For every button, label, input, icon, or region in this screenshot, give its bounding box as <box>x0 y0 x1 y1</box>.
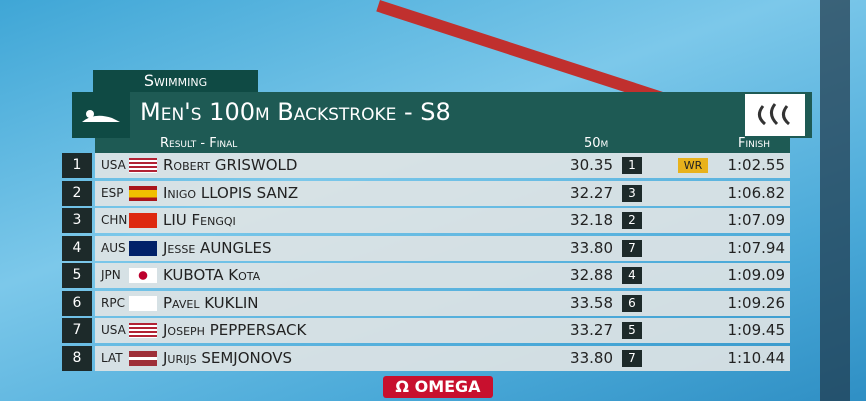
finish-time: 1:06.82 <box>727 183 785 202</box>
split-rank: 1 <box>622 157 642 174</box>
split-time: 32.27 <box>570 183 613 202</box>
split-rank: 7 <box>622 349 642 367</box>
split-time: 33.27 <box>570 321 613 339</box>
flag <box>129 185 157 201</box>
athlete-name: Robert GRISWOLD <box>163 156 298 174</box>
athlete-name: Jurijs SEMJONOVS <box>163 348 293 367</box>
rank: 2 <box>62 180 92 206</box>
flag <box>129 350 157 366</box>
lane-rope <box>376 0 666 105</box>
athlete-name: Jesse AUNGLES <box>163 238 272 257</box>
result-row: JPN KUBOTA Kota 32.88 4 1:09.09 <box>95 263 790 288</box>
rank: 4 <box>62 235 92 261</box>
finish-time: 1:09.09 <box>727 266 785 284</box>
split-rank: 3 <box>622 184 642 202</box>
athlete-name: Inigo LLOPIS SANZ <box>163 183 299 202</box>
country-code: USA <box>101 323 126 337</box>
sponsor-badge: Ω OMEGA <box>383 376 493 398</box>
result-row: CHN LIU Fengqi 32.18 2 1:07.09 <box>95 208 790 233</box>
country-code: CHN <box>101 213 128 227</box>
rank: 1 <box>62 153 92 178</box>
result-row: RPC Pavel KUKLIN 33.58 6 1:09.26 <box>95 290 790 316</box>
rank: 6 <box>62 290 92 316</box>
split-time: 33.80 <box>570 238 613 257</box>
country-code: AUS <box>101 240 126 255</box>
title-bar <box>72 92 812 138</box>
result-label: Result - Final <box>160 136 238 151</box>
agitos <box>758 103 790 126</box>
split-time: 33.58 <box>570 293 613 312</box>
rank: 3 <box>62 208 92 233</box>
flag <box>129 295 157 311</box>
finish-time: 1:09.45 <box>727 321 785 339</box>
result-row: LAT Jurijs SEMJONOVS 33.80 7 1:10.44 <box>95 345 790 371</box>
split-rank: 2 <box>622 212 642 229</box>
split-rank: 4 <box>622 267 642 284</box>
paralympic-logo <box>745 94 805 136</box>
split-header: 50m <box>584 136 609 151</box>
split-time: 30.35 <box>570 156 613 174</box>
flag <box>129 213 157 228</box>
athlete-name: KUBOTA Kota <box>163 266 261 284</box>
country-code: JPN <box>101 268 121 282</box>
flag <box>129 323 157 338</box>
event-title: Men's 100m Backstroke - S8 <box>140 98 451 126</box>
finish-time: 1:07.09 <box>727 211 785 229</box>
record-badge: WR <box>678 158 708 173</box>
split-rank: 7 <box>622 239 642 257</box>
split-rank: 5 <box>622 322 642 339</box>
split-time: 33.80 <box>570 348 613 367</box>
split-time: 32.88 <box>570 266 613 284</box>
flag <box>129 158 157 173</box>
rank: 7 <box>62 318 92 343</box>
split-rank: 6 <box>622 294 642 312</box>
finish-header: Finish <box>738 136 770 151</box>
country-code: LAT <box>101 350 123 365</box>
athlete-name: Joseph PEPPERSACK <box>163 321 307 339</box>
category-tab: Swimming <box>93 70 258 92</box>
split-time: 32.18 <box>570 211 613 229</box>
athlete-name: Pavel KUKLIN <box>163 293 259 312</box>
result-row: AUS Jesse AUNGLES 33.80 7 1:07.94 <box>95 235 790 261</box>
result-row: ESP Inigo LLOPIS SANZ 32.27 3 1:06.82 <box>95 180 790 206</box>
country-code: RPC <box>101 295 125 310</box>
result-row: USA Robert GRISWOLD 30.35 1 WR 1:02.55 <box>95 153 790 178</box>
swim-icon <box>82 110 120 122</box>
result-row: USA Joseph PEPPERSACK 33.27 5 1:09.45 <box>95 318 790 343</box>
finish-time: 1:10.44 <box>727 348 785 367</box>
finish-time: 1:07.94 <box>727 238 785 257</box>
pool-marking <box>820 0 850 401</box>
finish-time: 1:09.26 <box>727 293 785 312</box>
country-code: ESP <box>101 185 124 200</box>
swim-icon-box <box>72 92 130 138</box>
country-code: USA <box>101 158 126 172</box>
sponsor: OMEGA <box>414 377 481 396</box>
flag <box>129 240 157 256</box>
rank: 5 <box>62 263 92 288</box>
athlete-name: LIU Fengqi <box>163 211 236 229</box>
finish-time: 1:02.55 <box>727 156 785 174</box>
flag <box>129 268 157 283</box>
subheader-bar <box>95 138 790 153</box>
rank: 8 <box>62 345 92 371</box>
